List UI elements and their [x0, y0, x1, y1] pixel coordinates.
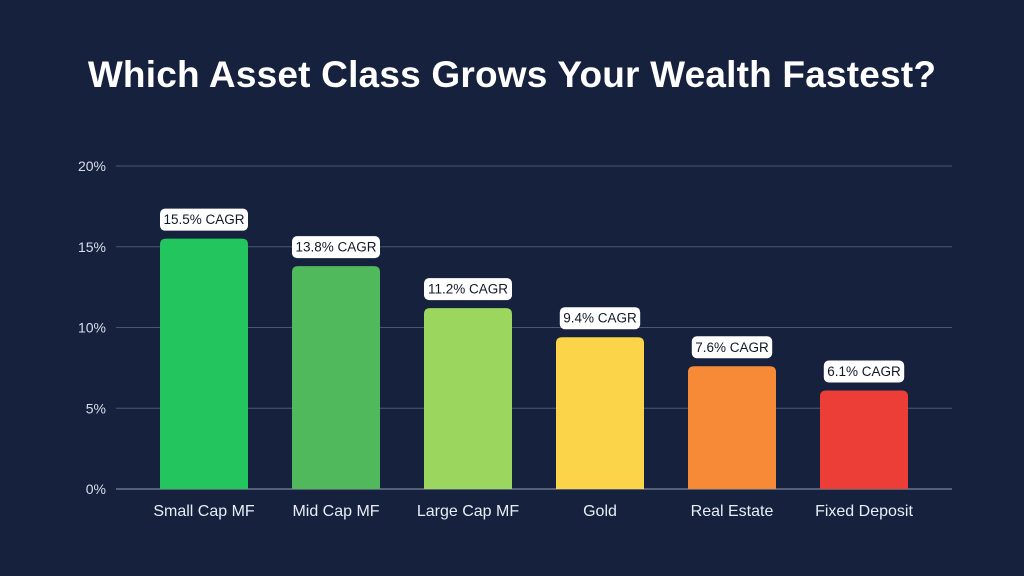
bar [292, 266, 380, 489]
bar [820, 390, 908, 489]
data-label: 9.4% CAGR [563, 311, 637, 326]
y-tick-label: 20% [78, 158, 106, 174]
chart-title: Which Asset Class Grows Your Wealth Fast… [87, 54, 937, 95]
y-tick-label: 5% [86, 400, 106, 416]
bar [424, 308, 512, 489]
bar [688, 366, 776, 489]
x-tick-label: Large Cap MF [417, 503, 519, 520]
data-label-box [823, 360, 905, 383]
x-tick-label: Mid Cap MF [292, 503, 379, 520]
data-label: 7.6% CAGR [695, 340, 769, 355]
bar [160, 238, 248, 489]
x-tick-label: Real Estate [691, 503, 774, 520]
data-label-box [160, 208, 248, 231]
data-label-box [691, 336, 773, 359]
data-label: 11.2% CAGR [428, 282, 508, 297]
bar [556, 337, 644, 489]
x-tick-label: Small Cap MF [153, 503, 255, 520]
data-label-box [424, 278, 512, 301]
data-label: 6.1% CAGR [827, 364, 901, 379]
y-tick-label: 10% [78, 320, 106, 336]
x-tick-label: Fixed Deposit [815, 503, 913, 520]
data-label: 13.8% CAGR [295, 240, 376, 255]
data-label-box [292, 236, 380, 259]
y-tick-label: 0% [86, 481, 106, 497]
y-tick-label: 15% [78, 239, 106, 255]
data-label: 15.5% CAGR [163, 212, 244, 227]
x-tick-label: Gold [583, 503, 617, 520]
data-label-box [559, 307, 641, 330]
